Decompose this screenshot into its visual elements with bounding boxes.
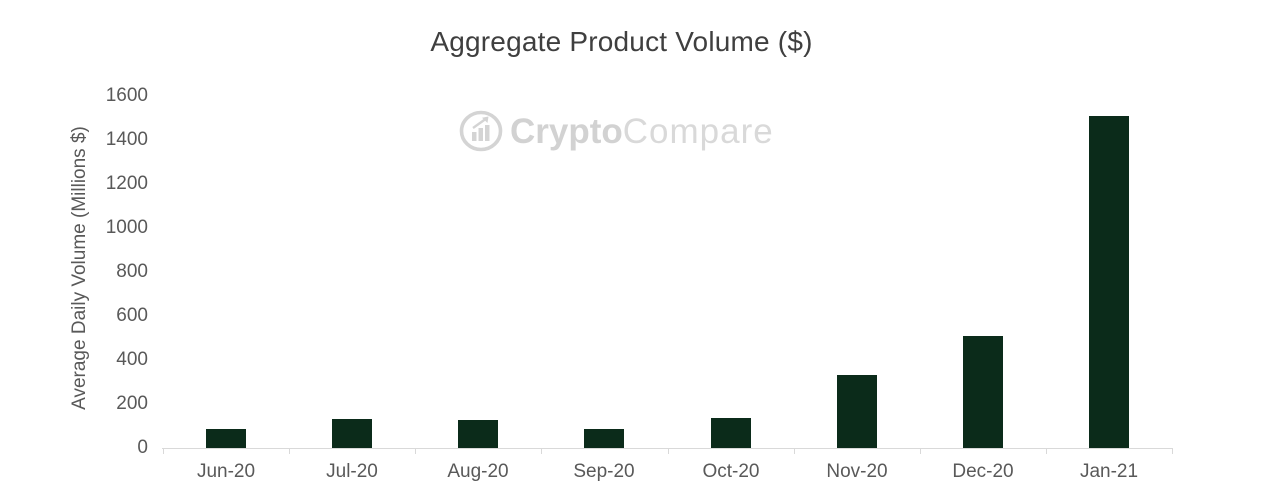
x-tick-mark xyxy=(415,448,416,454)
bar xyxy=(584,429,624,448)
cryptocompare-logo-icon xyxy=(459,110,503,152)
y-tick-label: 1600 xyxy=(105,85,148,106)
bar xyxy=(711,418,751,448)
x-tick-label: Oct-20 xyxy=(702,461,760,482)
bar xyxy=(206,429,246,448)
x-tick-label: Jul-20 xyxy=(326,461,378,482)
bar xyxy=(1089,116,1129,448)
x-tick-mark xyxy=(920,448,921,454)
x-tick-label: Jun-20 xyxy=(196,461,256,482)
y-tick-label: 0 xyxy=(137,437,148,458)
x-tick-mark xyxy=(163,448,164,454)
bar xyxy=(458,420,498,448)
x-tick-label: Aug-20 xyxy=(447,461,509,482)
bar xyxy=(332,419,372,448)
watermark: CryptoCompare xyxy=(459,110,774,152)
x-tick-label: Jan-21 xyxy=(1079,461,1139,482)
x-axis-line xyxy=(162,448,1173,449)
x-tick-label: Sep-20 xyxy=(573,461,635,482)
plot-area xyxy=(163,96,1172,448)
y-tick-label: 600 xyxy=(116,305,148,326)
chart-title: Aggregate Product Volume ($) xyxy=(430,26,813,57)
x-tick-mark xyxy=(1172,448,1173,454)
watermark-brand-bold: Crypto xyxy=(510,111,623,151)
bar xyxy=(963,336,1003,448)
y-tick-label: 1400 xyxy=(105,129,148,150)
bar xyxy=(837,375,877,448)
y-tick-label: 1000 xyxy=(105,217,148,238)
x-tick-label: Dec-20 xyxy=(952,461,1014,482)
x-tick-mark xyxy=(1046,448,1047,454)
watermark-brand-regular: Compare xyxy=(622,111,774,151)
y-tick-label: 800 xyxy=(116,261,148,282)
x-tick-mark xyxy=(794,448,795,454)
x-tick-label: Nov-20 xyxy=(826,461,888,482)
y-tick-label: 200 xyxy=(116,393,148,414)
x-tick-mark xyxy=(541,448,542,454)
y-tick-label: 400 xyxy=(116,349,148,370)
watermark-brand-text: CryptoCompare xyxy=(510,114,774,149)
x-tick-mark xyxy=(668,448,669,454)
y-tick-label: 1200 xyxy=(105,173,148,194)
x-tick-mark xyxy=(289,448,290,454)
